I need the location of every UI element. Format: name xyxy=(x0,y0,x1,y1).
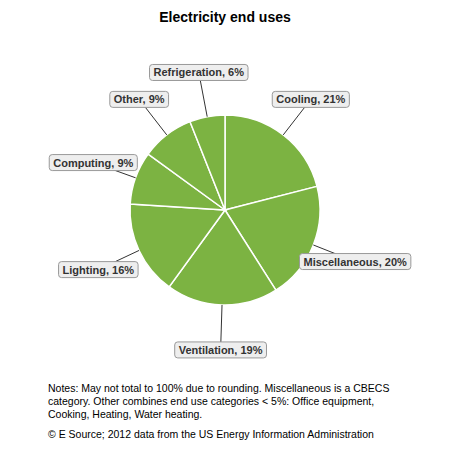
label-box xyxy=(59,262,139,278)
chart: Electricity end uses Cooling, 21% Miscella… xyxy=(0,0,450,450)
label-value: 20% xyxy=(385,256,407,268)
note: category. Other combines end use categor… xyxy=(48,395,374,407)
label-value: 19% xyxy=(240,344,262,356)
label-category: Lighting xyxy=(63,264,106,276)
data-label: Computing, 9% xyxy=(49,155,137,171)
label-box xyxy=(175,342,267,358)
slices xyxy=(130,115,320,305)
data-label: Cooling, 21% xyxy=(272,91,349,107)
label-box xyxy=(272,91,349,107)
label-value: 21% xyxy=(323,93,345,105)
label-box xyxy=(49,155,137,171)
label-box xyxy=(299,254,410,270)
leader-lines xyxy=(93,72,355,349)
label-category: Ventilation xyxy=(179,344,235,356)
label-value: 9% xyxy=(149,93,165,105)
label-box xyxy=(110,91,169,107)
source: © E Source; 2012 data from the US Energy… xyxy=(48,428,374,440)
slice xyxy=(130,204,225,287)
data-label: Refrigeration, 6% xyxy=(150,64,249,80)
label-value: 6% xyxy=(228,66,244,78)
data-label: Lighting, 16% xyxy=(59,262,139,278)
label-category: Other xyxy=(114,93,144,105)
page: {"chart_data": {"type": "pie", "title": … xyxy=(0,0,450,450)
label-text: Miscellaneous, 20% xyxy=(303,256,407,268)
label-category: Computing xyxy=(53,157,111,169)
label-text: Other, 9% xyxy=(114,93,165,105)
slice xyxy=(190,115,225,210)
data-label: Other, 9% xyxy=(110,91,169,107)
label-text: Refrigeration, 6% xyxy=(154,66,245,78)
label-value: 16% xyxy=(112,264,134,276)
data-labels: Cooling, 21% Miscellaneous, 20% Ventilatio… xyxy=(49,64,411,357)
label-text: Computing, 9% xyxy=(53,157,133,169)
label-text: Ventilation, 19% xyxy=(179,344,263,356)
note: Cooking, Heating, Water heating. xyxy=(48,408,202,420)
label-category: Cooling xyxy=(276,93,317,105)
data-label: Ventilation, 19% xyxy=(175,342,267,358)
label-category: Refrigeration xyxy=(154,66,223,78)
note: Notes: May not total to 100% due to roun… xyxy=(48,382,389,394)
label-text: Cooling, 21% xyxy=(276,93,345,105)
label-category: Miscellaneous xyxy=(303,256,378,268)
title: Electricity end uses xyxy=(159,9,291,25)
label-value: 9% xyxy=(117,157,133,169)
data-label: Miscellaneous, 20% xyxy=(299,254,410,270)
label-box xyxy=(150,64,249,80)
label-text: Lighting, 16% xyxy=(63,264,135,276)
